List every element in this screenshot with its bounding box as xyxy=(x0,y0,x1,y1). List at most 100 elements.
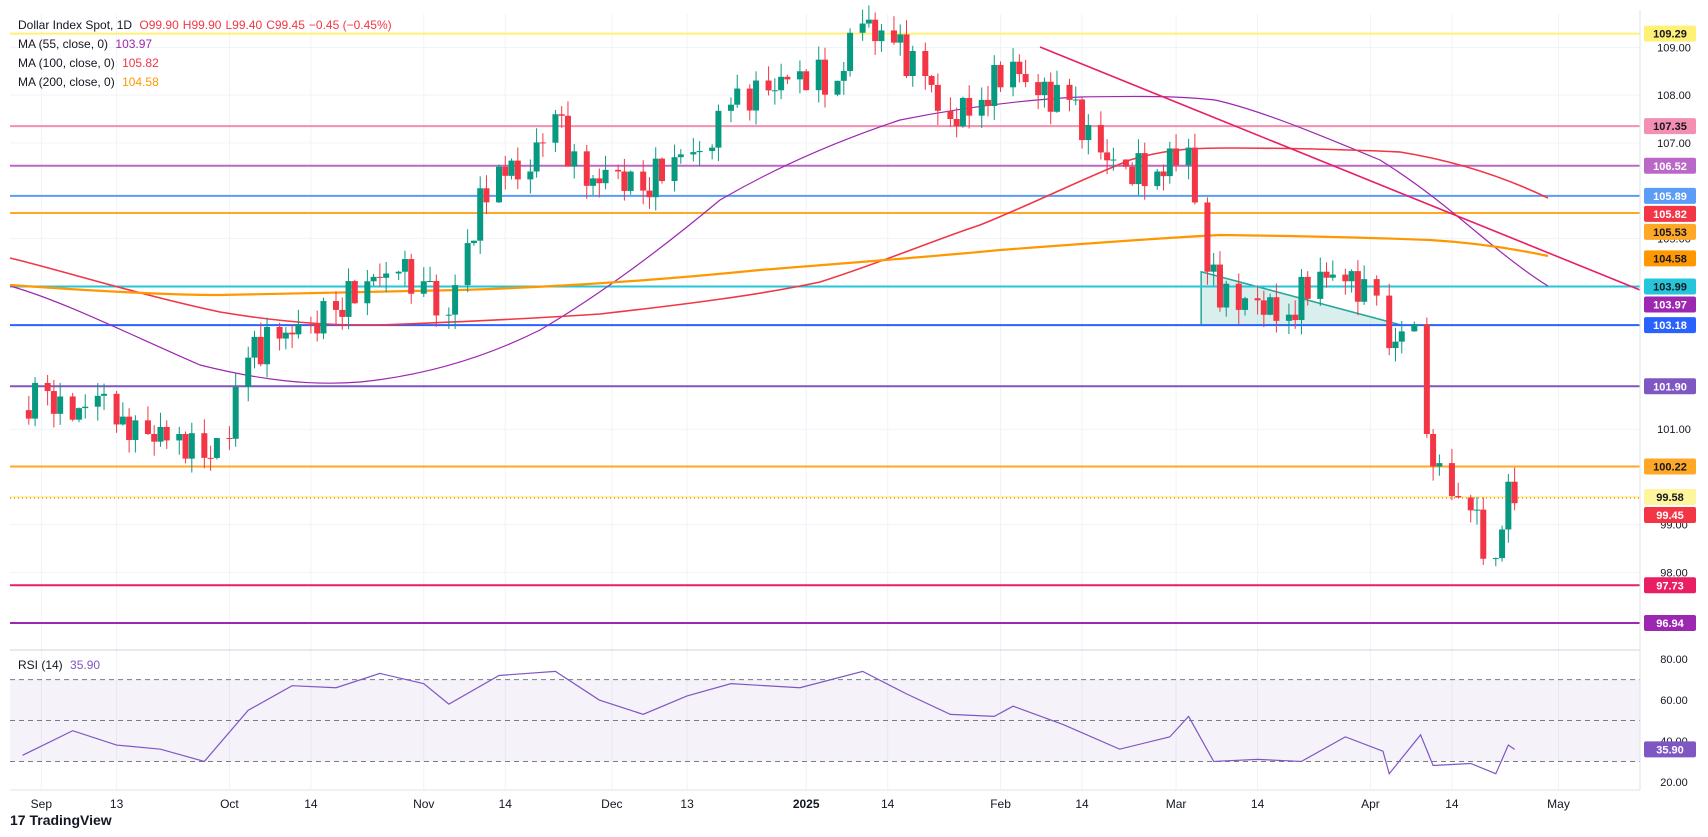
rsi-value: 35.90 xyxy=(70,658,101,672)
rsi-guides xyxy=(10,679,1640,762)
level-label-text: 101.90 xyxy=(1653,381,1687,393)
candle-body xyxy=(552,114,559,143)
time-tick-label: Sep xyxy=(31,797,53,811)
candle-body xyxy=(1097,124,1104,153)
candle-body xyxy=(734,88,741,105)
candle-body xyxy=(1191,147,1198,203)
ma-200-label: MA (200, close, 0) xyxy=(18,75,115,89)
candle-body xyxy=(1129,166,1136,185)
candle-body xyxy=(1317,271,1324,299)
rsi-label-text: 35.90 xyxy=(1656,744,1684,756)
candle-body xyxy=(771,90,778,92)
candle-body xyxy=(1467,497,1474,511)
candle-body xyxy=(408,259,415,294)
candle-body xyxy=(822,59,828,95)
descending-trendline xyxy=(1039,46,1641,291)
price-tick-label: 108.00 xyxy=(1657,90,1691,102)
ma-100-label: MA (100, close, 0) xyxy=(18,56,115,70)
candle-body xyxy=(596,178,603,184)
candle-body xyxy=(1047,81,1054,112)
tradingview-logo-text: TradingView xyxy=(29,812,112,828)
rsi-pane[interactable] xyxy=(10,670,1640,776)
ma-100-row: MA (100, close, 0) 105.82 xyxy=(18,54,392,73)
candle-body xyxy=(1348,271,1355,282)
candle-body xyxy=(1361,279,1368,302)
candle-body xyxy=(364,281,371,304)
candle-body xyxy=(985,99,991,106)
candle-body xyxy=(1455,496,1462,498)
candle-body xyxy=(1285,314,1292,321)
level-label-text: 103.97 xyxy=(1653,300,1687,312)
candle-body xyxy=(1122,159,1129,167)
level-label-box xyxy=(1644,157,1696,174)
candle-body xyxy=(947,110,954,119)
candle-body xyxy=(251,336,258,358)
candle-body xyxy=(1204,202,1211,272)
time-tick-label: 13 xyxy=(680,797,694,811)
horizontal-levels xyxy=(10,32,1640,624)
candle-body xyxy=(1323,271,1330,278)
rsi-line xyxy=(22,670,1515,776)
candle-body xyxy=(527,171,534,180)
candle-body xyxy=(621,171,628,191)
candle-body xyxy=(803,71,810,91)
candle-body xyxy=(345,281,352,317)
level-label-text: 103.18 xyxy=(1653,320,1687,332)
ma-55-row: MA (55, close, 0) 103.97 xyxy=(18,35,392,54)
candle-body xyxy=(602,169,609,184)
level-label-text: 103.99 xyxy=(1653,282,1687,294)
candle-body xyxy=(1392,341,1399,349)
candle-body xyxy=(383,273,390,278)
time-tick-label: 13 xyxy=(110,797,124,811)
time-tick-label: May xyxy=(1547,797,1570,811)
ma-55-value: 103.97 xyxy=(115,37,153,51)
candle-body xyxy=(113,393,120,425)
time-tick-label: 14 xyxy=(1251,797,1265,811)
time-tick-label: 2025 xyxy=(793,797,820,811)
level-label-text: 105.89 xyxy=(1653,191,1687,203)
candle-body xyxy=(834,80,841,95)
candle-body xyxy=(652,158,659,198)
candle-body xyxy=(69,396,76,420)
candle-body xyxy=(778,76,785,91)
candle-body xyxy=(1160,171,1167,177)
candle-body xyxy=(1398,331,1405,342)
candle-body xyxy=(1354,271,1361,302)
level-label-text: 107.35 xyxy=(1653,121,1687,133)
candle-body xyxy=(213,438,220,458)
candle-body xyxy=(1430,434,1437,467)
level-label-text: 105.53 xyxy=(1653,227,1687,239)
price-tick-label: 98.00 xyxy=(1660,567,1688,579)
candle-body xyxy=(1411,324,1418,332)
candle-body xyxy=(1035,82,1042,96)
rsi-tick-label: 20.00 xyxy=(1660,777,1688,789)
candle-body xyxy=(50,391,57,414)
candle-body xyxy=(1329,274,1336,278)
candle-body xyxy=(401,259,408,272)
candle-body xyxy=(997,64,1004,88)
time-axis[interactable]: Sep 13 Oct 14 Nov 14 Dec 13 2025 14 Feb 14 Mar 14 Apr 1… xyxy=(31,797,1570,811)
level-label-text: 106.52 xyxy=(1653,161,1687,173)
candle-body xyxy=(1423,324,1430,434)
candle-body xyxy=(840,71,847,81)
candle-body xyxy=(1474,509,1480,511)
candle-body xyxy=(1267,297,1274,315)
candle-body xyxy=(709,147,716,151)
price-tick-label: 109.00 xyxy=(1657,42,1691,54)
candle-body xyxy=(746,88,753,111)
candle-body xyxy=(188,433,195,459)
price-pane[interactable] xyxy=(9,5,1641,790)
tradingview-logo[interactable]: 17 TradingView xyxy=(10,812,112,828)
grid-lines xyxy=(10,14,1640,790)
candle-body xyxy=(677,154,684,158)
candle-body xyxy=(289,332,296,335)
candle-body xyxy=(276,327,283,339)
candle-body xyxy=(1235,283,1242,310)
level-label-text: 97.73 xyxy=(1656,580,1684,592)
candle-body xyxy=(1499,529,1506,559)
rsi-tick-label: 80.00 xyxy=(1660,654,1688,666)
candle-body xyxy=(502,166,509,176)
candle-body xyxy=(1216,264,1223,308)
candle-body xyxy=(696,150,703,153)
